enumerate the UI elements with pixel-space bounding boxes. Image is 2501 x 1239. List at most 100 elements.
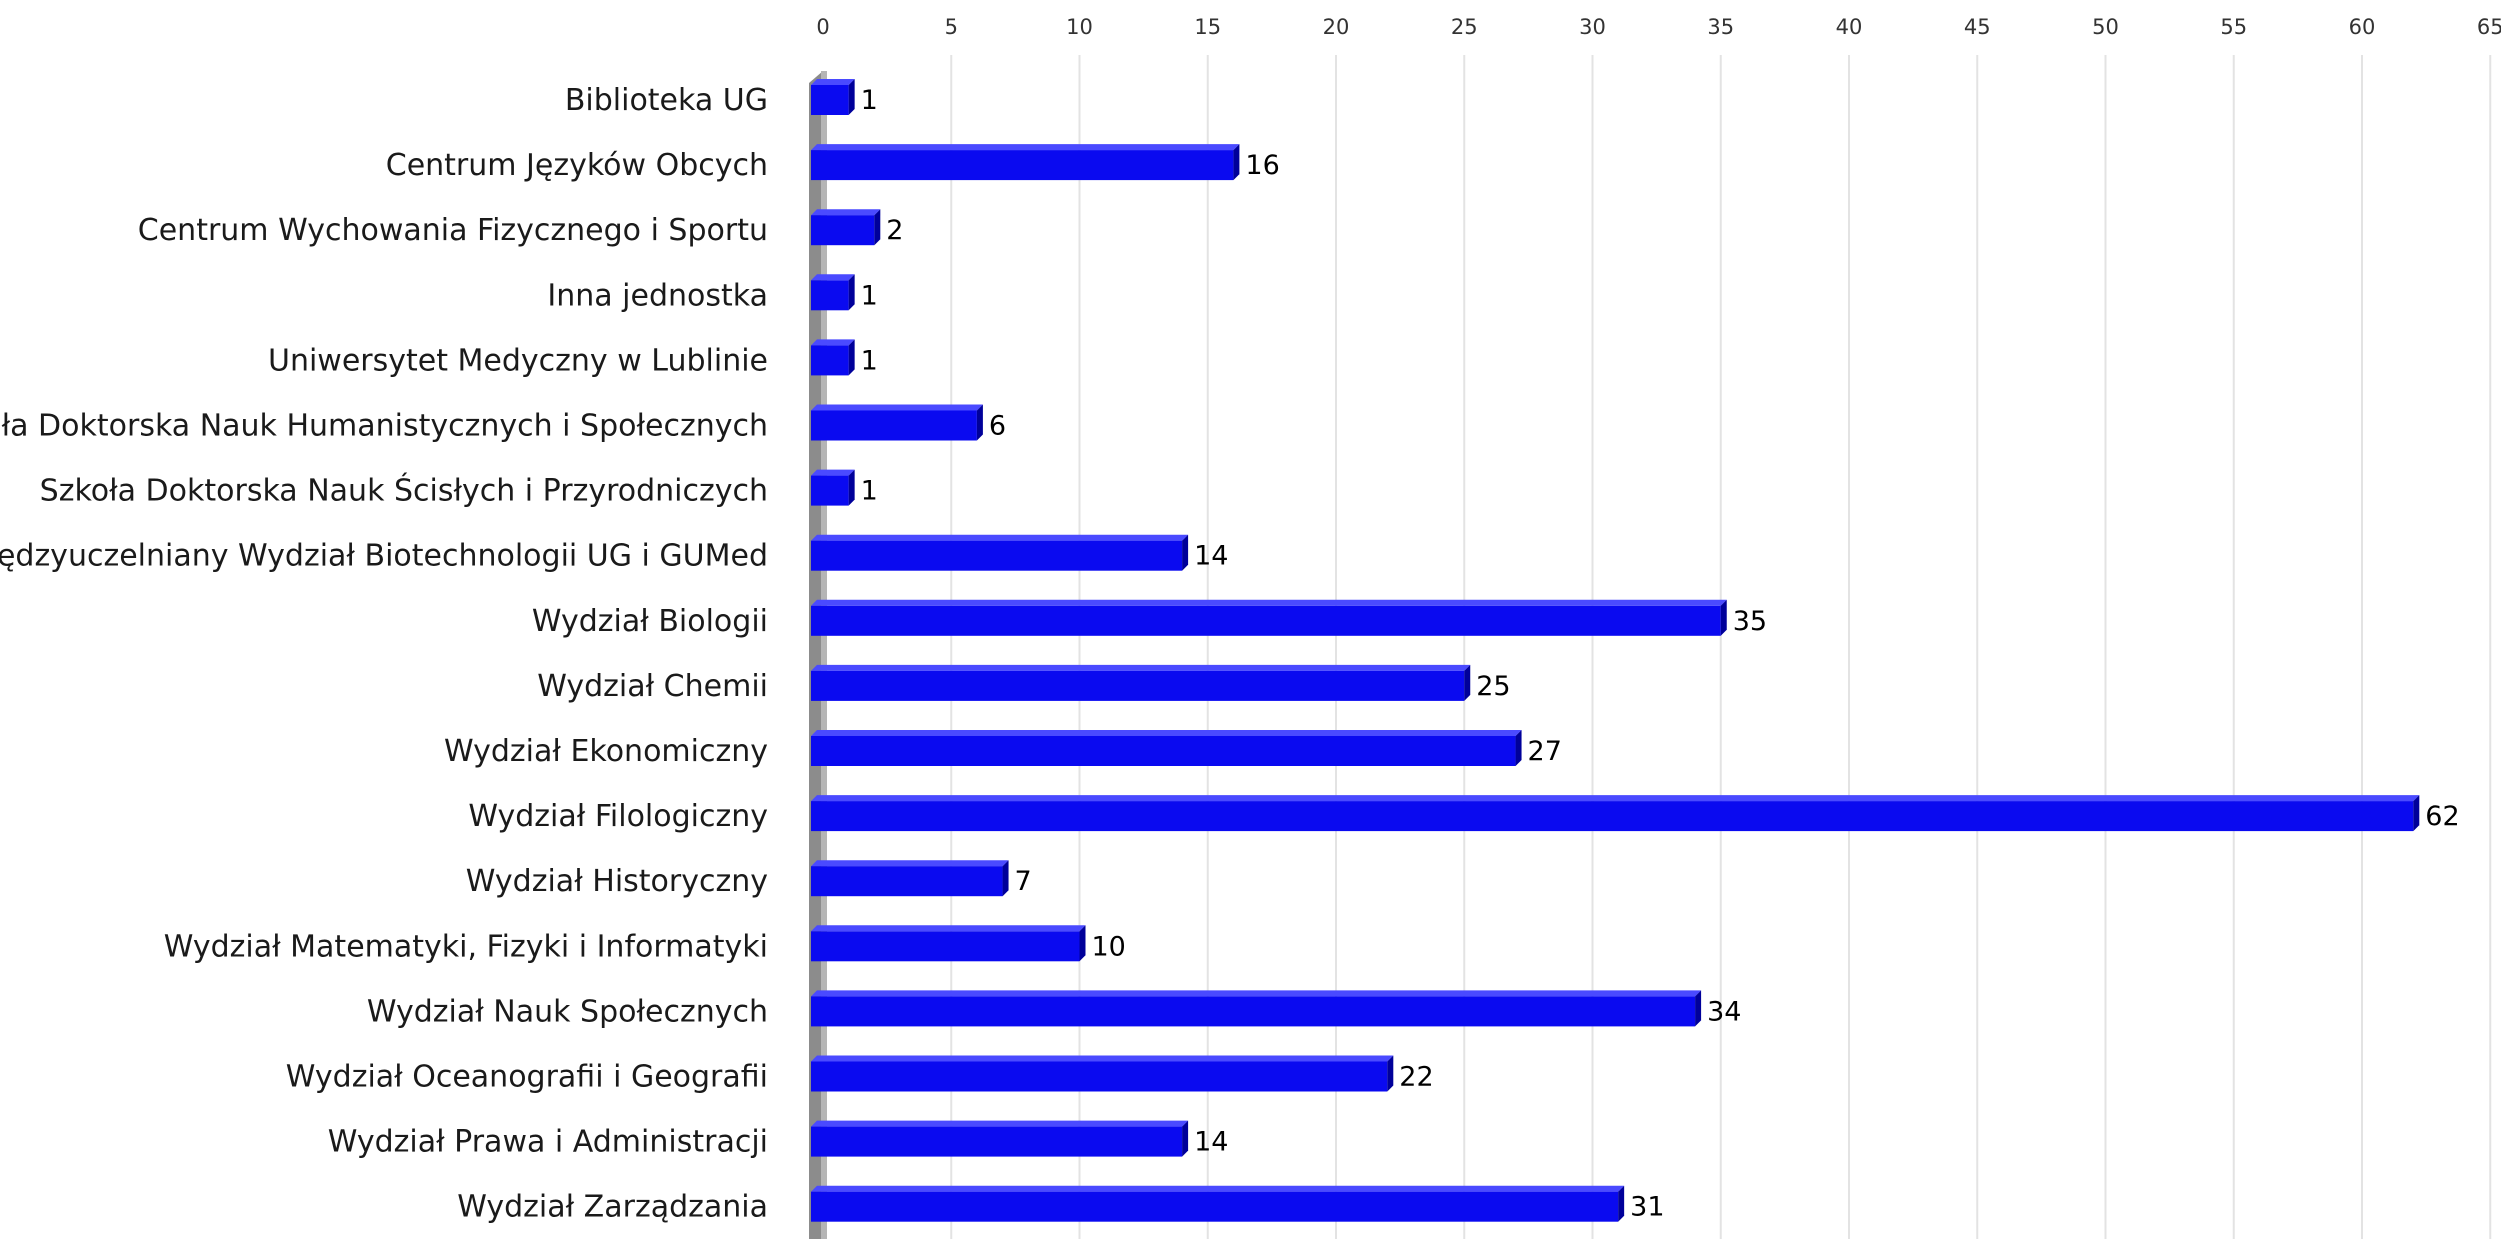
x-tick-label: 5 xyxy=(945,15,958,39)
axis-wall-face xyxy=(821,71,827,1239)
bar xyxy=(811,475,849,506)
bar xyxy=(811,670,1465,701)
x-tick-label: 55 xyxy=(2220,15,2247,39)
bar-top-face xyxy=(811,404,983,411)
x-tick-label: 15 xyxy=(1194,15,1221,39)
bar-end-face xyxy=(848,339,855,376)
bar-top-face xyxy=(811,730,1522,736)
bar xyxy=(811,736,1516,766)
value-label: 35 xyxy=(1733,606,1767,637)
bar-end-face xyxy=(848,79,855,115)
value-label: 22 xyxy=(1399,1062,1433,1093)
value-label: 34 xyxy=(1707,996,1741,1027)
bar-top-face xyxy=(811,1055,1394,1062)
bar-end-face xyxy=(1618,1185,1625,1222)
bar-top-face xyxy=(811,339,855,346)
bar-end-face xyxy=(1182,534,1189,571)
value-label: 27 xyxy=(1528,736,1562,767)
category-label: Wydział Historyczny xyxy=(466,864,768,899)
x-tick-label: 40 xyxy=(1836,15,1863,39)
bar xyxy=(811,605,1721,636)
bar-top-face xyxy=(811,534,1189,541)
bar xyxy=(811,150,1234,181)
x-tick-label: 0 xyxy=(816,15,829,39)
value-label: 10 xyxy=(1092,931,1126,962)
value-label: 1 xyxy=(861,280,878,311)
category-label: Wydział Biologii xyxy=(532,604,768,639)
category-label: Wydział Zarządzania xyxy=(457,1190,768,1225)
category-label: Centrum Wychowania Fizycznego i Sportu xyxy=(138,213,768,248)
value-label: 62 xyxy=(2425,801,2459,832)
category-label: Międzyuczelniany Wydział Biotechnologii … xyxy=(0,539,768,574)
bar-end-face xyxy=(1387,1055,1394,1092)
x-tick-label: 10 xyxy=(1066,15,1093,39)
category-label: Wydział Oceanografii i Geografii xyxy=(286,1060,768,1095)
category-label: Szkoła Doktorska Nauk Ścisłych i Przyrod… xyxy=(40,472,768,509)
value-label: 2 xyxy=(886,215,903,246)
bar-top-face xyxy=(811,469,855,476)
x-tick-label: 35 xyxy=(1707,15,1734,39)
category-labels: Biblioteka UG Centrum Języków Obcych Centr… xyxy=(0,83,768,1225)
bar-end-face xyxy=(1002,860,1009,897)
bar-end-face xyxy=(1695,990,1702,1027)
bar-end-face xyxy=(2413,795,2420,832)
category-label: Szkoła Doktorska Nauk Humanistycznych i … xyxy=(0,409,768,444)
bar-top-face xyxy=(811,209,881,216)
bar xyxy=(811,1061,1388,1092)
value-label: 1 xyxy=(861,345,878,376)
x-tick-label: 20 xyxy=(1323,15,1350,39)
bars xyxy=(811,79,2420,1222)
bar-end-face xyxy=(848,274,855,311)
bar-top-face xyxy=(811,990,1702,997)
bar-top-face xyxy=(811,599,1727,606)
value-label: 7 xyxy=(1015,866,1032,897)
bar-end-face xyxy=(1720,599,1727,636)
x-tick-label: 45 xyxy=(1964,15,1991,39)
x-tick-label: 30 xyxy=(1579,15,1606,39)
value-label: 6 xyxy=(989,411,1006,442)
category-label: Wydział Prawa i Administracji xyxy=(328,1125,768,1160)
bar-end-face xyxy=(1079,925,1086,962)
bar xyxy=(811,801,2414,832)
value-label: 1 xyxy=(861,85,878,116)
bar xyxy=(811,1126,1183,1157)
bar xyxy=(811,410,977,441)
grid-lines xyxy=(950,55,2492,1239)
value-label: 1 xyxy=(861,476,878,507)
category-label: Wydział Matematyki, Fizyki i Informatyki xyxy=(164,929,768,964)
bar-end-face xyxy=(1464,664,1471,701)
bar-top-face xyxy=(811,860,1009,867)
category-label: Centrum Języków Obcych xyxy=(386,148,768,183)
value-label: 16 xyxy=(1245,150,1279,181)
bar-end-face xyxy=(848,469,855,506)
bar-top-face xyxy=(811,664,1471,671)
category-label: Wydział Ekonomiczny xyxy=(444,734,768,769)
value-label: 31 xyxy=(1630,1192,1664,1223)
bar xyxy=(811,540,1183,571)
category-label: Uniwersytet Medyczny w Lublinie xyxy=(268,343,768,378)
bar-end-face xyxy=(976,404,983,441)
bar-end-face xyxy=(874,209,881,246)
bar xyxy=(811,215,875,246)
bar-end-face xyxy=(1182,1120,1189,1157)
category-label: Wydział Chemii xyxy=(537,669,768,704)
x-tick-label: 60 xyxy=(2349,15,2376,39)
bar xyxy=(811,345,849,376)
x-axis-ticks: 0 5 10 15 20 25 30 35 40 45 50 55 60 65 xyxy=(816,15,2501,39)
bar xyxy=(811,85,849,115)
value-label: 25 xyxy=(1476,671,1510,702)
bar-top-face xyxy=(811,795,2420,802)
bar-end-face xyxy=(1515,730,1522,766)
category-label: Wydział Filologiczny xyxy=(468,799,768,834)
bar xyxy=(811,1191,1619,1222)
bar-top-face xyxy=(811,274,855,281)
x-tick-label: 25 xyxy=(1451,15,1478,39)
bar-top-face xyxy=(811,925,1086,932)
x-tick-label: 65 xyxy=(2477,15,2501,39)
category-label: Inna jednostka xyxy=(547,278,768,313)
bar-top-face xyxy=(811,1120,1189,1127)
value-label: 14 xyxy=(1194,1127,1228,1158)
category-label: Wydział Nauk Społecznych xyxy=(367,994,768,1029)
